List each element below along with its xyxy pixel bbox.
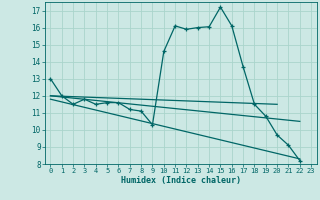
X-axis label: Humidex (Indice chaleur): Humidex (Indice chaleur) — [121, 176, 241, 185]
